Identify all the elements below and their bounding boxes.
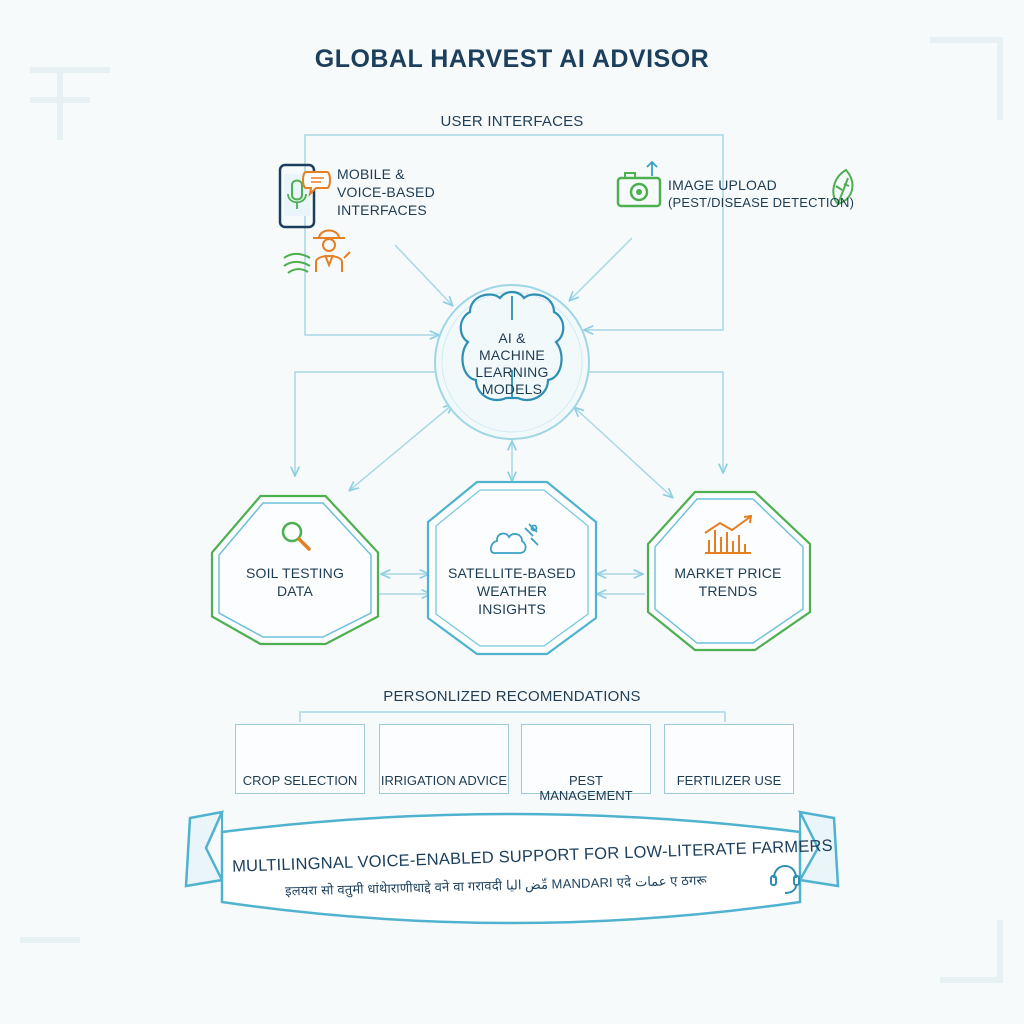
mobile-voice-label: MOBILE & VOICE-BASED INTERFACES	[337, 166, 435, 218]
market-node	[646, 490, 812, 652]
recommendations-label: PERSONLIZED RECOMENDATIONS	[383, 688, 641, 705]
headset-icon	[770, 865, 800, 894]
source-link-arrows	[375, 574, 645, 594]
reco-label: CROP SELECTION	[242, 773, 358, 788]
reco-crop-selection: CROP SELECTION	[235, 724, 365, 794]
input-arrows	[394, 237, 633, 305]
recommendations-bracket	[299, 711, 726, 722]
magnifier-icon	[281, 521, 311, 551]
cloud-satellite-icon	[490, 523, 539, 554]
brain-icon	[459, 290, 565, 402]
reco-label: PEST MANAGEMENT	[539, 773, 633, 803]
soil-node	[210, 494, 380, 646]
reco-label: IRRIGATION ADVICE	[380, 773, 508, 788]
image-upload-label: IMAGE UPLOAD (PEST/DISEASE DETECTION)	[668, 177, 855, 210]
core-to-source-arrows	[295, 371, 723, 497]
chart-trend-icon	[704, 514, 753, 554]
farmer-icon	[283, 229, 351, 274]
soil-testing-label: SOIL TESTING DATA	[245, 565, 345, 599]
satellite-weather-label: SATELLITE-BASED WEATHER INSIGHTS	[447, 565, 576, 617]
support-banner	[184, 810, 840, 925]
background-decoration	[20, 37, 1003, 983]
market-price-label: MARKET PRICE TRENDS	[674, 565, 782, 599]
user-interfaces-label: USER INTERFACES	[440, 113, 584, 130]
camera-icon	[616, 160, 662, 208]
reco-label: FERTILIZER USE	[676, 773, 782, 788]
leaf-icon	[832, 168, 854, 206]
ai-core-node	[434, 284, 590, 440]
ai-core-label: AI & MACHINE LEARNING MODELS	[475, 330, 549, 397]
reco-pest-management: PEST MANAGEMENT	[521, 724, 651, 803]
satellite-node	[426, 480, 598, 656]
reco-irrigation-advice: IRRIGATION ADVICE	[379, 724, 509, 794]
page-title: GLOBAL HARVEST AI ADVISOR	[314, 45, 710, 73]
reco-fertilizer-use: FERTILIZER USE	[664, 724, 794, 794]
mobile-phone-icon	[278, 163, 331, 229]
